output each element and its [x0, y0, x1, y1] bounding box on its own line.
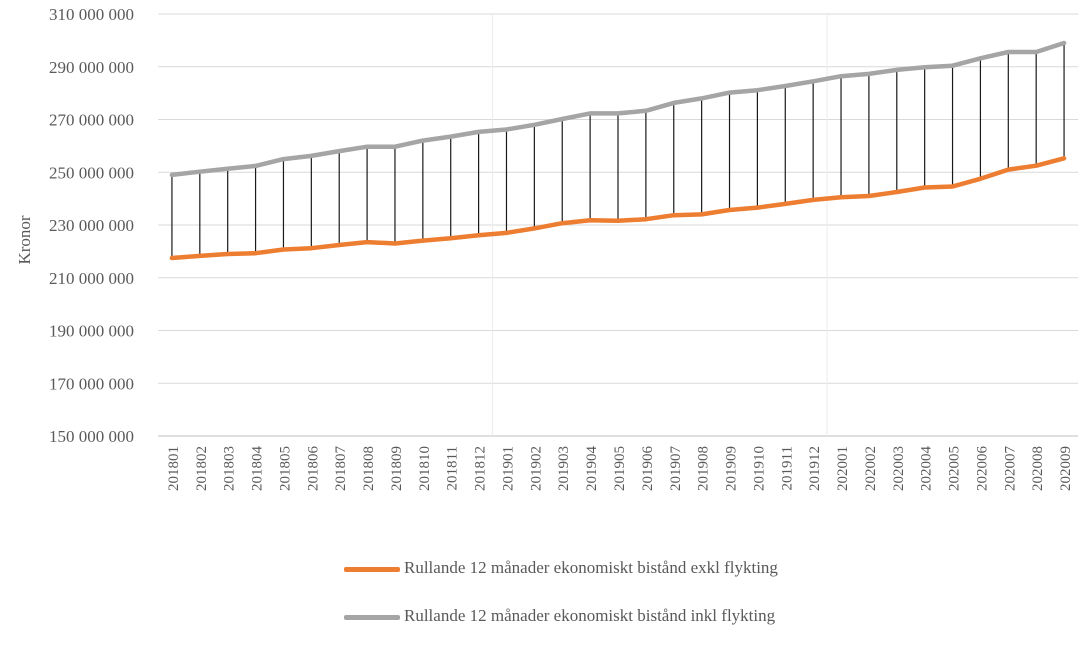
high-low-lines [171, 43, 1065, 258]
x-tick-label: 202001 [835, 446, 851, 491]
legend-item-inkl: Rullande 12 månader ekonomiskt bistånd i… [344, 604, 864, 652]
series-line-inkl [169, 40, 1067, 178]
x-tick-label: 201912 [807, 446, 823, 491]
x-tick-label: 201810 [417, 446, 433, 491]
y-tick-label: 190 000 000 [49, 322, 134, 341]
x-tick-label: 202007 [1002, 445, 1018, 491]
x-tick-label: 201802 [194, 446, 210, 491]
x-tick-label: 201812 [473, 446, 489, 491]
legend: Rullande 12 månader ekonomiskt bistånd e… [344, 556, 864, 652]
y-tick-label: 150 000 000 [49, 427, 134, 446]
x-tick-label: 201803 [222, 446, 238, 491]
x-tick-label: 201901 [500, 446, 516, 491]
x-tick-label: 201907 [668, 446, 684, 492]
x-tick-label: 201910 [751, 446, 767, 491]
x-tick-label: 201811 [445, 446, 461, 490]
x-tick-label: 201804 [250, 446, 266, 492]
x-tick-label: 201905 [612, 446, 628, 491]
gridlines [158, 13, 1078, 437]
x-axis-ticks: 201801 201802 201803 201804 201805 201806 2018… [166, 445, 1074, 491]
x-tick-label: 202003 [891, 446, 907, 491]
x-tick-label: 202008 [1030, 446, 1046, 491]
series-lines [169, 40, 1067, 261]
y-tick-label: 310 000 000 [49, 5, 134, 24]
x-tick-label: 201903 [556, 446, 572, 491]
y-tick-label: 290 000 000 [49, 58, 134, 77]
x-tick-label: 202009 [1058, 446, 1074, 491]
y-tick-label: 210 000 000 [49, 269, 134, 288]
y-axis-ticks: 150 000 000 170 000 000 190 000 000 210 000… [49, 5, 134, 446]
x-tick-label: 201902 [528, 446, 544, 491]
x-tick-label: 201909 [724, 446, 740, 491]
x-tick-label: 201808 [361, 446, 377, 491]
x-tick-label: 201911 [779, 446, 795, 490]
series-line-exkl [169, 156, 1067, 261]
x-tick-label: 201906 [640, 446, 656, 492]
x-tick-label: 201806 [305, 446, 321, 492]
y-tick-label: 230 000 000 [49, 216, 134, 235]
x-tick-label: 201807 [333, 446, 349, 492]
x-tick-label: 201908 [696, 446, 712, 491]
x-tick-label: 201801 [166, 446, 182, 491]
y-tick-label: 270 000 000 [49, 111, 134, 130]
y-tick-label: 170 000 000 [49, 374, 134, 393]
legend-label-inkl: Rullande 12 månader ekonomiskt bistånd i… [404, 606, 776, 625]
x-tick-label: 202005 [947, 446, 963, 491]
legend-swatch-inkl [344, 615, 400, 620]
legend-swatch-exkl [344, 567, 400, 572]
y-tick-label: 250 000 000 [49, 163, 134, 182]
x-tick-label: 201904 [584, 446, 600, 492]
x-tick-label: 202006 [974, 446, 990, 492]
x-tick-label: 202002 [863, 446, 879, 491]
x-tick-label: 201809 [389, 446, 405, 491]
y-axis-label: Kronor [15, 215, 34, 264]
legend-label-exkl: Rullande 12 månader ekonomiskt bistånd e… [404, 558, 778, 577]
legend-item-exkl: Rullande 12 månader ekonomiskt bistånd e… [344, 556, 864, 604]
x-tick-label: 201805 [277, 446, 293, 491]
x-tick-label: 202004 [919, 446, 935, 492]
